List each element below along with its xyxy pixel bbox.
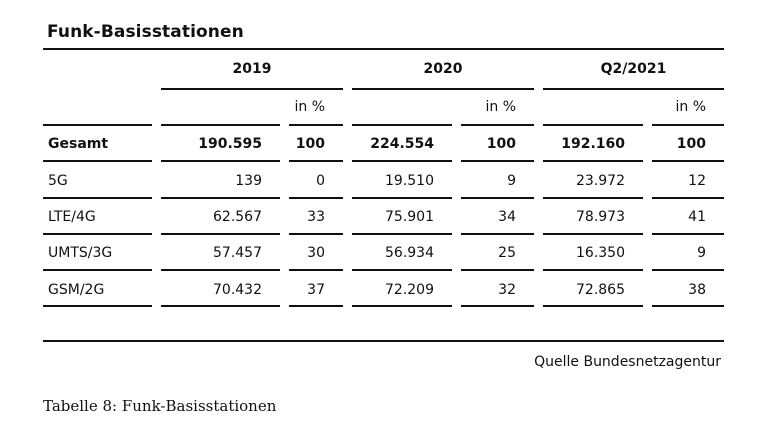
table-cell: 62.567 — [213, 209, 262, 225]
year-header-0: 2019 — [232, 61, 272, 77]
row-label: Gesamt — [48, 136, 109, 152]
row-rule — [652, 233, 724, 235]
table-cell: 38 — [688, 282, 706, 298]
row-rule — [43, 233, 152, 235]
row-rule — [352, 269, 452, 271]
table-cell: 70.432 — [213, 282, 262, 298]
table-cell: 72.209 — [385, 282, 434, 298]
pct-header-1: in % — [485, 99, 516, 115]
row-label: UMTS/3G — [48, 245, 113, 261]
pct-header-0: in % — [294, 99, 325, 115]
table-cell: 30 — [307, 245, 325, 261]
row-rule — [161, 124, 280, 126]
row-rule — [289, 197, 343, 199]
table-cell: 192.160 — [561, 136, 625, 152]
row-rule — [43, 124, 152, 126]
row-rule — [461, 160, 534, 162]
row-rule — [652, 160, 724, 162]
row-rule — [289, 160, 343, 162]
pct-header-2: in % — [675, 99, 706, 115]
table-cell: 33 — [307, 209, 325, 225]
row-rule — [352, 197, 452, 199]
table-cell: 0 — [316, 173, 325, 189]
table-cell: 57.457 — [213, 245, 262, 261]
table-cell: 32 — [498, 282, 516, 298]
table-cell: 75.901 — [385, 209, 434, 225]
row-rule — [652, 197, 724, 199]
row-rule — [289, 269, 343, 271]
row-rule — [352, 305, 452, 307]
table-cell: 37 — [307, 282, 325, 298]
table-cell: 78.973 — [576, 209, 625, 225]
row-rule — [461, 124, 534, 126]
table-cell: 100 — [295, 136, 325, 152]
table-cell: 12 — [688, 173, 706, 189]
row-rule — [289, 124, 343, 126]
row-rule — [461, 305, 534, 307]
row-rule — [43, 160, 152, 162]
source-note: Quelle Bundesnetzagentur — [534, 354, 721, 370]
table-cell: 100 — [486, 136, 516, 152]
row-label: GSM/2G — [48, 282, 105, 298]
table-cell: 41 — [688, 209, 706, 225]
table-cell: 34 — [498, 209, 516, 225]
table-cell: 139 — [235, 173, 262, 189]
bottom-rule — [43, 340, 724, 342]
row-rule — [352, 160, 452, 162]
row-rule — [543, 160, 643, 162]
row-rule — [543, 305, 643, 307]
row-rule — [461, 269, 534, 271]
row-rule — [543, 269, 643, 271]
table-cell: 190.595 — [198, 136, 262, 152]
table-cell: 25 — [498, 245, 516, 261]
row-rule — [161, 269, 280, 271]
table-cell: 16.350 — [576, 245, 625, 261]
row-rule — [161, 160, 280, 162]
row-rule — [652, 269, 724, 271]
row-rule — [161, 197, 280, 199]
table-cell: 19.510 — [385, 173, 434, 189]
row-rule — [43, 269, 152, 271]
year-underline — [161, 88, 343, 90]
table-caption: Tabelle 8: Funk-Basisstationen — [43, 397, 277, 415]
row-rule — [161, 233, 280, 235]
row-rule — [43, 197, 152, 199]
top-rule — [43, 48, 724, 50]
year-header-2: Q2/2021 — [600, 61, 667, 77]
year-underline — [352, 88, 534, 90]
row-rule — [289, 233, 343, 235]
row-rule — [543, 124, 643, 126]
row-rule — [43, 305, 152, 307]
row-label: LTE/4G — [48, 209, 96, 225]
row-rule — [461, 197, 534, 199]
table-cell: 56.934 — [385, 245, 434, 261]
row-rule — [652, 124, 724, 126]
row-rule — [461, 233, 534, 235]
row-rule — [289, 305, 343, 307]
row-rule — [161, 305, 280, 307]
row-rule — [543, 233, 643, 235]
table-cell: 100 — [676, 136, 706, 152]
row-label: 5G — [48, 173, 68, 189]
table-cell: 9 — [507, 173, 516, 189]
row-rule — [652, 305, 724, 307]
table-cell: 9 — [697, 245, 706, 261]
row-rule — [352, 233, 452, 235]
table-cell: 72.865 — [576, 282, 625, 298]
year-underline — [543, 88, 724, 90]
table-cell: 23.972 — [576, 173, 625, 189]
year-header-1: 2020 — [423, 61, 463, 77]
row-rule — [543, 197, 643, 199]
table-cell: 224.554 — [370, 136, 434, 152]
table-title: Funk-Basisstationen — [47, 22, 244, 42]
row-rule — [352, 124, 452, 126]
